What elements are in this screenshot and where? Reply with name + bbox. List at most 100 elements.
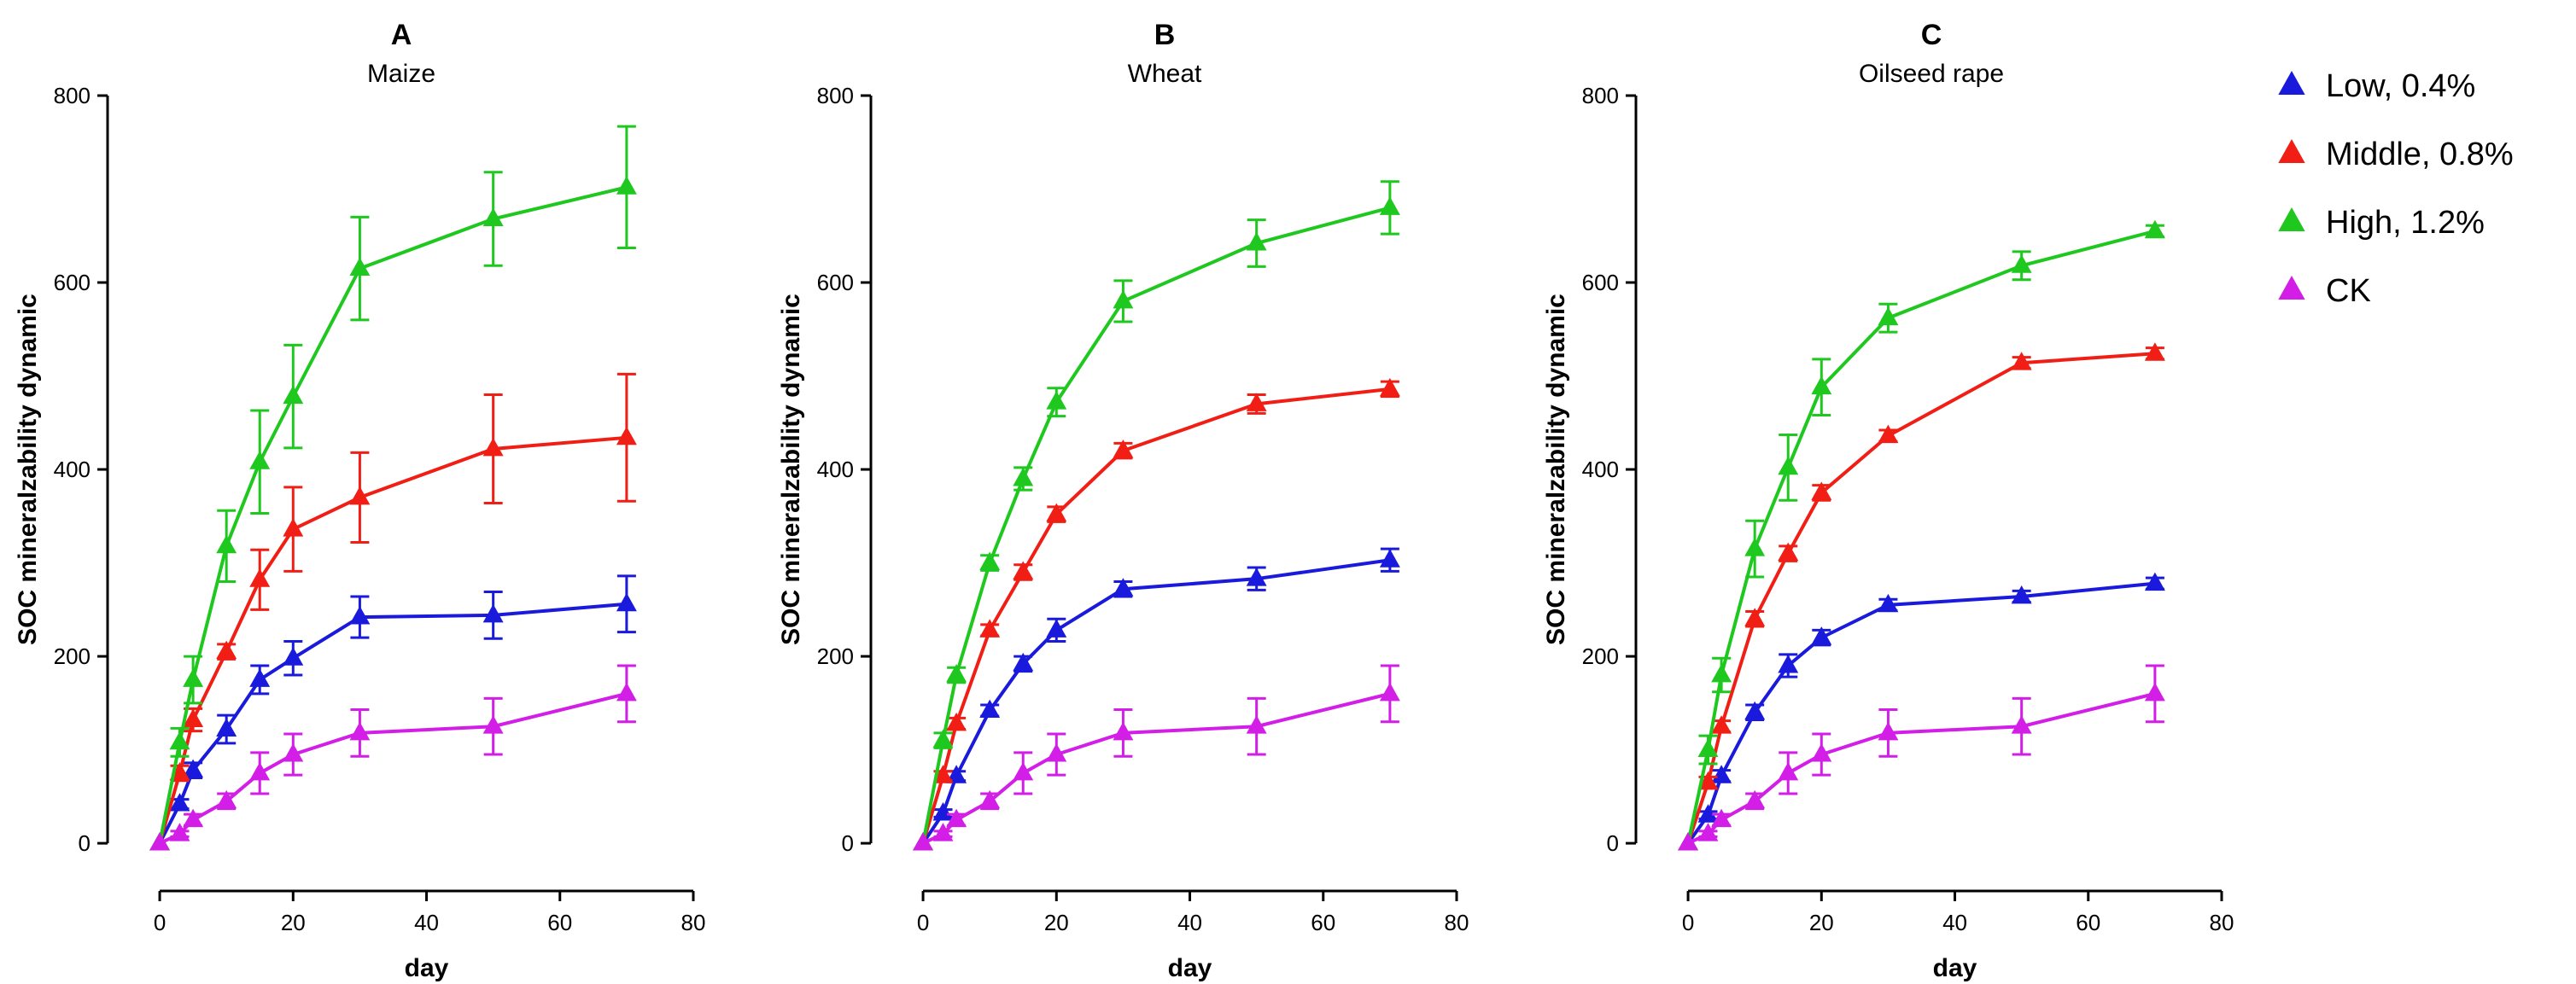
data-point bbox=[1711, 715, 1732, 734]
data-point bbox=[183, 759, 204, 778]
data-point bbox=[2011, 352, 2032, 370]
data-point bbox=[1697, 771, 1719, 790]
data-point bbox=[1711, 765, 1732, 783]
data-point bbox=[283, 385, 304, 405]
data-point bbox=[1246, 232, 1267, 251]
series-ck bbox=[1678, 664, 2165, 851]
data-point bbox=[1811, 626, 1832, 645]
data-point bbox=[1778, 542, 1799, 562]
y-tick-label: 600 bbox=[54, 270, 91, 295]
series-middle-0-8 bbox=[1678, 342, 2165, 851]
panel-letter: B bbox=[1154, 19, 1176, 51]
series-line bbox=[1686, 229, 2156, 844]
y-tick-label: 800 bbox=[1582, 83, 1619, 108]
data-point bbox=[1046, 391, 1067, 410]
data-point bbox=[1046, 503, 1067, 522]
data-point bbox=[1778, 761, 1799, 781]
data-point bbox=[169, 823, 190, 841]
series-low-0-4 bbox=[913, 547, 1400, 851]
legend-label: CK bbox=[2326, 273, 2371, 309]
x-tick-label: 40 bbox=[1942, 910, 1967, 935]
legend-label: Middle, 0.8% bbox=[2326, 137, 2514, 172]
y-tick-label: 400 bbox=[54, 457, 91, 482]
data-point bbox=[1246, 715, 1267, 734]
panel-letter: A bbox=[391, 19, 412, 51]
series-high-1-2 bbox=[1678, 219, 2165, 851]
data-point bbox=[1046, 619, 1067, 638]
data-point bbox=[2144, 572, 2165, 591]
data-point bbox=[183, 708, 204, 727]
series-high-1-2 bbox=[149, 125, 637, 851]
x-tick-label: 20 bbox=[1044, 910, 1069, 935]
series-line bbox=[921, 387, 1391, 844]
data-point bbox=[979, 789, 1001, 809]
x-tick-label: 40 bbox=[1177, 910, 1202, 935]
y-axis-title: SOC mineralzability dynamic bbox=[14, 294, 42, 645]
series-middle-0-8 bbox=[149, 372, 637, 851]
data-point bbox=[1379, 196, 1400, 215]
x-tick-label: 80 bbox=[681, 910, 706, 935]
data-point bbox=[1744, 701, 1766, 720]
data-point bbox=[932, 802, 954, 821]
panel-b: B Wheat 0 200 400 600 800 0 20 40 60 80 day SOC miner… bbox=[777, 19, 1469, 982]
data-point bbox=[1678, 832, 1699, 851]
data-point bbox=[1811, 376, 1832, 395]
data-point bbox=[1744, 538, 1766, 556]
x-tick-label: 60 bbox=[2076, 910, 2100, 935]
data-point bbox=[149, 832, 171, 851]
series-ck bbox=[149, 664, 637, 851]
series-low-0-4 bbox=[1678, 572, 2165, 851]
y-tick-label: 0 bbox=[79, 830, 91, 856]
legend-marker bbox=[2278, 207, 2305, 232]
data-point bbox=[1711, 663, 1732, 683]
data-point bbox=[1379, 549, 1400, 568]
data-point bbox=[183, 668, 204, 687]
data-point bbox=[1246, 568, 1267, 586]
series-line bbox=[921, 206, 1391, 844]
data-point bbox=[932, 765, 954, 783]
x-tick-label: 60 bbox=[1311, 910, 1335, 935]
data-point bbox=[1878, 593, 1899, 613]
data-point bbox=[1811, 481, 1832, 500]
data-point bbox=[616, 176, 637, 195]
legend-marker bbox=[2278, 276, 2305, 300]
data-point bbox=[249, 668, 271, 687]
data-point bbox=[1697, 738, 1719, 758]
y-tick-label: 200 bbox=[1582, 643, 1619, 669]
data-point bbox=[946, 808, 967, 828]
data-point bbox=[1046, 743, 1067, 762]
y-tick-label: 0 bbox=[842, 830, 854, 856]
data-point bbox=[169, 731, 190, 750]
data-point bbox=[1878, 424, 1899, 444]
data-point bbox=[979, 551, 1001, 571]
data-point bbox=[216, 640, 237, 660]
data-point bbox=[183, 808, 204, 828]
data-point bbox=[1113, 289, 1134, 309]
x-tick-label: 40 bbox=[414, 910, 439, 935]
y-tick-label: 800 bbox=[54, 83, 91, 108]
y-axis-title: SOC mineralzability dynamic bbox=[1542, 294, 1570, 645]
data-point bbox=[349, 486, 371, 505]
data-point bbox=[1878, 721, 1899, 741]
y-tick-label: 0 bbox=[1607, 830, 1619, 856]
panel-title: Wheat bbox=[1128, 60, 1202, 88]
data-point bbox=[1778, 655, 1799, 673]
data-point bbox=[946, 712, 967, 731]
legend-marker bbox=[2278, 71, 2305, 96]
data-point bbox=[1744, 789, 1766, 809]
series-ck bbox=[913, 664, 1400, 851]
y-axis-title: SOC mineralzability dynamic bbox=[777, 294, 805, 645]
data-point bbox=[2144, 682, 2165, 702]
series-high-1-2 bbox=[913, 180, 1400, 851]
panel-a: A Maize 0 200 400 600 800 0 20 40 60 80 day SOC miner… bbox=[14, 19, 705, 982]
data-point bbox=[616, 426, 637, 445]
series-line bbox=[158, 185, 628, 844]
y-tick-label: 200 bbox=[54, 643, 91, 669]
x-axis-title: day bbox=[405, 954, 449, 982]
y-tick-label: 600 bbox=[1582, 270, 1619, 295]
x-tick-label: 0 bbox=[917, 910, 929, 935]
data-point bbox=[169, 793, 190, 812]
data-point bbox=[283, 647, 304, 666]
data-point bbox=[482, 603, 504, 623]
